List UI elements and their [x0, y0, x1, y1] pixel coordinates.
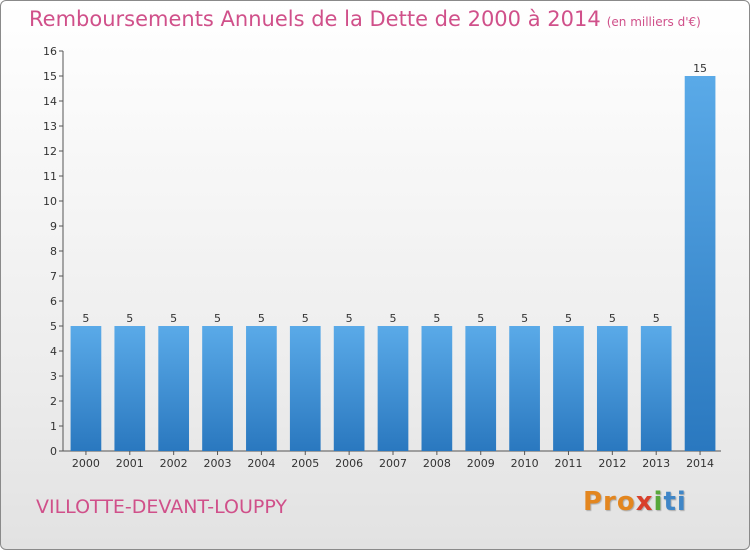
- bar: [421, 326, 453, 451]
- bar-value-label: 5: [521, 312, 528, 325]
- bars: 5 5 5 5 5 5 5 5 5 5 5 5 5 5 15: [70, 62, 716, 451]
- y-tick-label: 3: [50, 370, 57, 383]
- x-tick-label: 2005: [291, 457, 319, 470]
- x-tick-label: 2008: [423, 457, 451, 470]
- y-tick-label: 6: [50, 295, 57, 308]
- bar: [246, 326, 277, 451]
- commune-name: VILLOTTE-DEVANT-LOUPPY: [36, 496, 288, 518]
- bar-value-label: 5: [653, 312, 660, 325]
- bar: [289, 326, 321, 451]
- bar-value-label: 5: [433, 312, 440, 325]
- y-tick-label: 5: [50, 320, 57, 333]
- y-tick-label: 12: [43, 145, 57, 158]
- x-tick-label: 2009: [467, 457, 495, 470]
- x-tick-label: 2014: [686, 457, 714, 470]
- y-tick-label: 10: [43, 195, 57, 208]
- bar: [114, 326, 146, 451]
- bar: [465, 326, 497, 451]
- x-tick-label: 2010: [511, 457, 539, 470]
- y-tick-label: 15: [43, 70, 57, 83]
- bar-value-label: 5: [214, 312, 221, 325]
- y-tick-label: 9: [50, 220, 57, 233]
- x-tick-label: 2007: [379, 457, 407, 470]
- y-tick-label: 4: [50, 345, 57, 358]
- y-tick-label: 8: [50, 245, 57, 258]
- y-tick-label: 11: [43, 170, 57, 183]
- y-tick-label: 14: [43, 95, 57, 108]
- y-tick-label: 13: [43, 120, 57, 133]
- bar-value-label: 15: [693, 62, 707, 75]
- chart-title: Remboursements Annuels de la Dette de 20…: [29, 7, 701, 31]
- x-tick-label: 2002: [160, 457, 188, 470]
- y-tick-label: 16: [43, 45, 57, 58]
- bar-value-label: 5: [126, 312, 133, 325]
- bar: [684, 76, 716, 451]
- x-tick-label: 2006: [335, 457, 363, 470]
- chart-subtitle: (en milliers d'€): [606, 15, 701, 29]
- bar: [596, 326, 628, 451]
- bar: [202, 326, 233, 451]
- bar-value-label: 5: [170, 312, 177, 325]
- x-tick-label: 2001: [116, 457, 144, 470]
- y-tick-label: 2: [50, 395, 57, 408]
- bar: [377, 326, 409, 451]
- bar-value-label: 5: [258, 312, 265, 325]
- bar-value-label: 5: [82, 312, 89, 325]
- bar: [553, 326, 584, 451]
- y-tick-label: 7: [50, 270, 57, 283]
- bar: [70, 326, 102, 451]
- x-tick-label: 2013: [642, 457, 670, 470]
- bar-value-label: 5: [565, 312, 572, 325]
- bar-value-label: 5: [346, 312, 353, 325]
- x-tick-label: 2004: [247, 457, 275, 470]
- bar-value-label: 5: [302, 312, 309, 325]
- bar: [158, 326, 190, 451]
- x-tick-label: 2012: [598, 457, 626, 470]
- bar: [640, 326, 672, 451]
- bar: [333, 326, 365, 451]
- bar-value-label: 5: [609, 312, 616, 325]
- x-tick-label: 2011: [554, 457, 582, 470]
- bar-value-label: 5: [477, 312, 484, 325]
- x-tick-label: 2000: [72, 457, 100, 470]
- bar-value-label: 5: [390, 312, 397, 325]
- proxiti-logo: Proxiti: [583, 487, 687, 517]
- bar: [509, 326, 540, 451]
- x-tick-label: 2003: [204, 457, 232, 470]
- y-tick-label: 1: [50, 420, 57, 433]
- y-tick-label: 0: [50, 445, 57, 458]
